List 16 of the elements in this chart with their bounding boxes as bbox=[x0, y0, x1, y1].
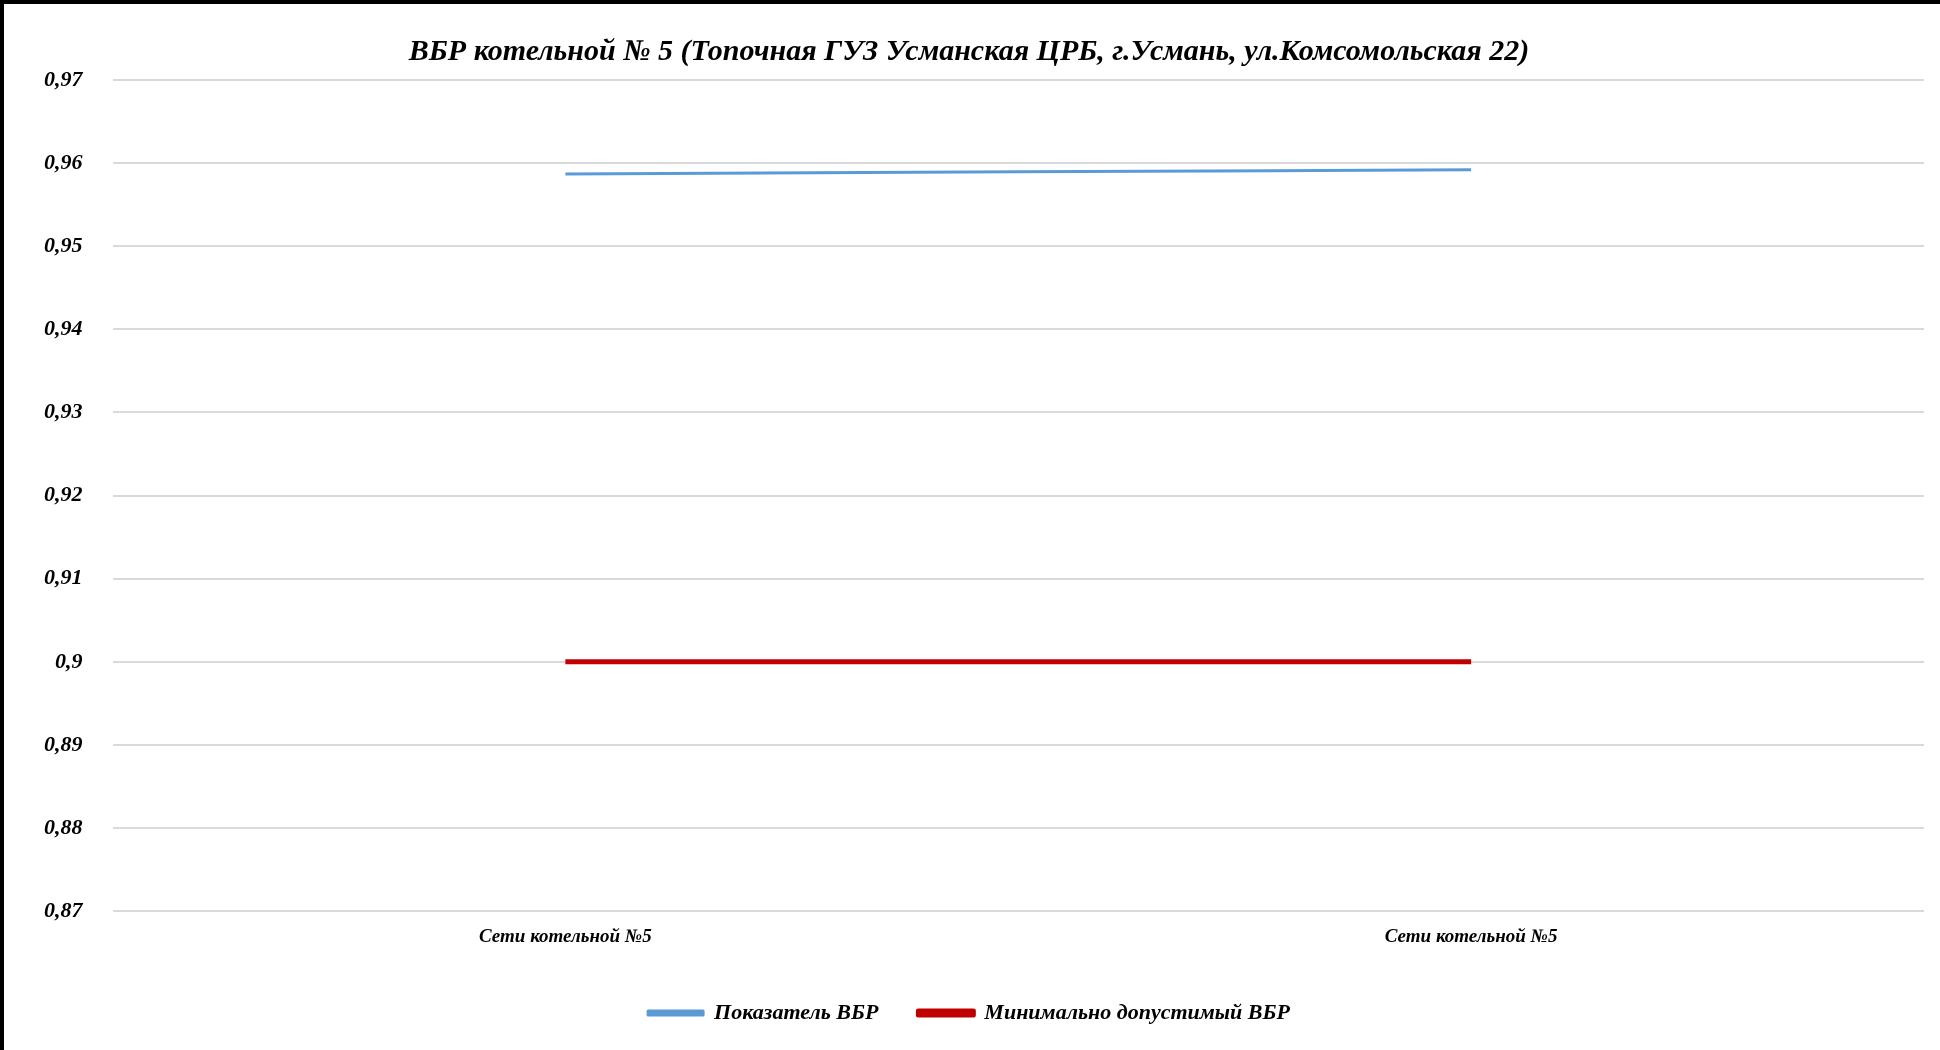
x-tick-label: Сети котельной №5 bbox=[1384, 924, 1558, 946]
y-tick-label: 0,93 bbox=[44, 398, 83, 424]
chart-title: ВБР котельной № 5 (Топочная ГУЗ Усманская ЦРБ, г.Усмань, ул.Комсомольская 22) bbox=[407, 32, 1530, 67]
y-tick-label: 0,95 bbox=[44, 231, 83, 257]
y-tick-label: 0,87 bbox=[44, 896, 84, 922]
y-tick-label: 0,91 bbox=[44, 564, 83, 590]
y-tick-label: 0,96 bbox=[44, 148, 83, 174]
y-tick-label: 0,9 bbox=[55, 647, 83, 673]
x-tick-label: Сети котельной №5 bbox=[479, 924, 653, 946]
legend-label: Показатель ВБР bbox=[713, 998, 879, 1024]
legend-label: Минимально допустимый ВБР bbox=[983, 998, 1291, 1024]
y-tick-label: 0,92 bbox=[44, 481, 83, 507]
y-tick-label: 0,89 bbox=[44, 730, 83, 756]
y-tick-label: 0,94 bbox=[44, 315, 83, 341]
y-tick-label: 0,97 bbox=[44, 65, 84, 91]
y-tick-label: 0,88 bbox=[44, 813, 83, 839]
